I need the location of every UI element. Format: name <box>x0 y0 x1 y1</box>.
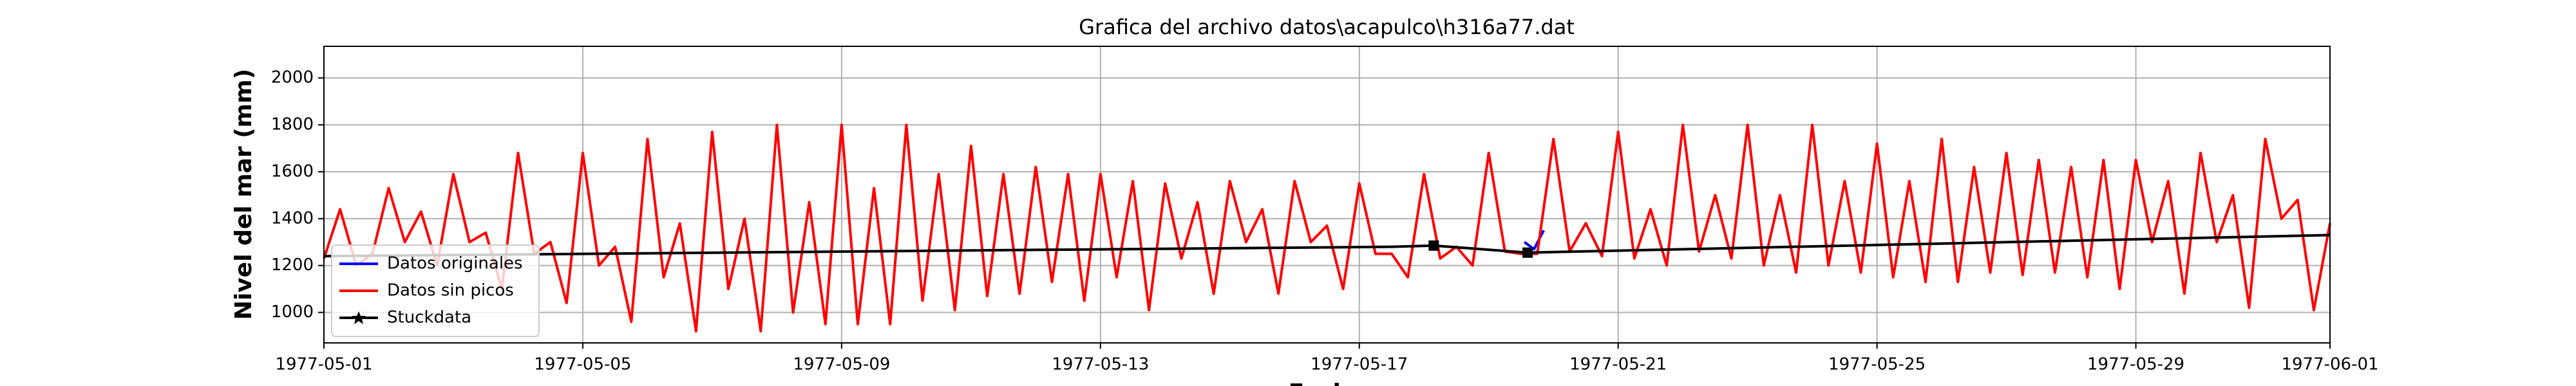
x-tick-label: 1977-05-21 <box>1569 355 1667 374</box>
y-tick-label: 1000 <box>271 302 314 322</box>
legend-box <box>331 244 540 337</box>
series-line <box>323 124 2331 333</box>
y-tick-label: 1200 <box>271 255 314 275</box>
x-axis-label: Fecha <box>1289 380 1365 386</box>
legend-label: Datos originales <box>387 254 523 273</box>
marker <box>1428 240 1439 251</box>
y-tick-label: 1800 <box>271 115 314 134</box>
legend-label: Stuckdata <box>387 308 471 327</box>
x-tick-label: 1977-05-17 <box>1311 355 1408 374</box>
x-tick-label: 1977-05-29 <box>2087 355 2184 374</box>
y-tick-label: 2000 <box>271 68 314 87</box>
y-tick-label: 1600 <box>271 161 314 181</box>
x-tick-label: 1977-05-01 <box>275 355 372 374</box>
legend-label: Datos sin picos <box>387 281 514 300</box>
marker <box>1522 247 1533 258</box>
chart-title: Grafica del archivo datos\acapulco\h316a… <box>1079 15 1575 39</box>
x-tick-label: 1977-05-25 <box>1828 355 1926 374</box>
x-tick-label: 1977-06-01 <box>2281 355 2378 374</box>
series-line <box>323 234 2331 258</box>
legend-marker <box>352 311 366 324</box>
plot-frame <box>323 46 2331 344</box>
x-tick-label: 1977-05-09 <box>793 355 890 374</box>
y-axis-label: Nivel del mar (mm) <box>231 69 257 320</box>
x-tick-label: 1977-05-05 <box>534 355 631 374</box>
y-tick-label: 1400 <box>271 208 314 228</box>
x-tick-label: 1977-05-13 <box>1052 355 1149 374</box>
